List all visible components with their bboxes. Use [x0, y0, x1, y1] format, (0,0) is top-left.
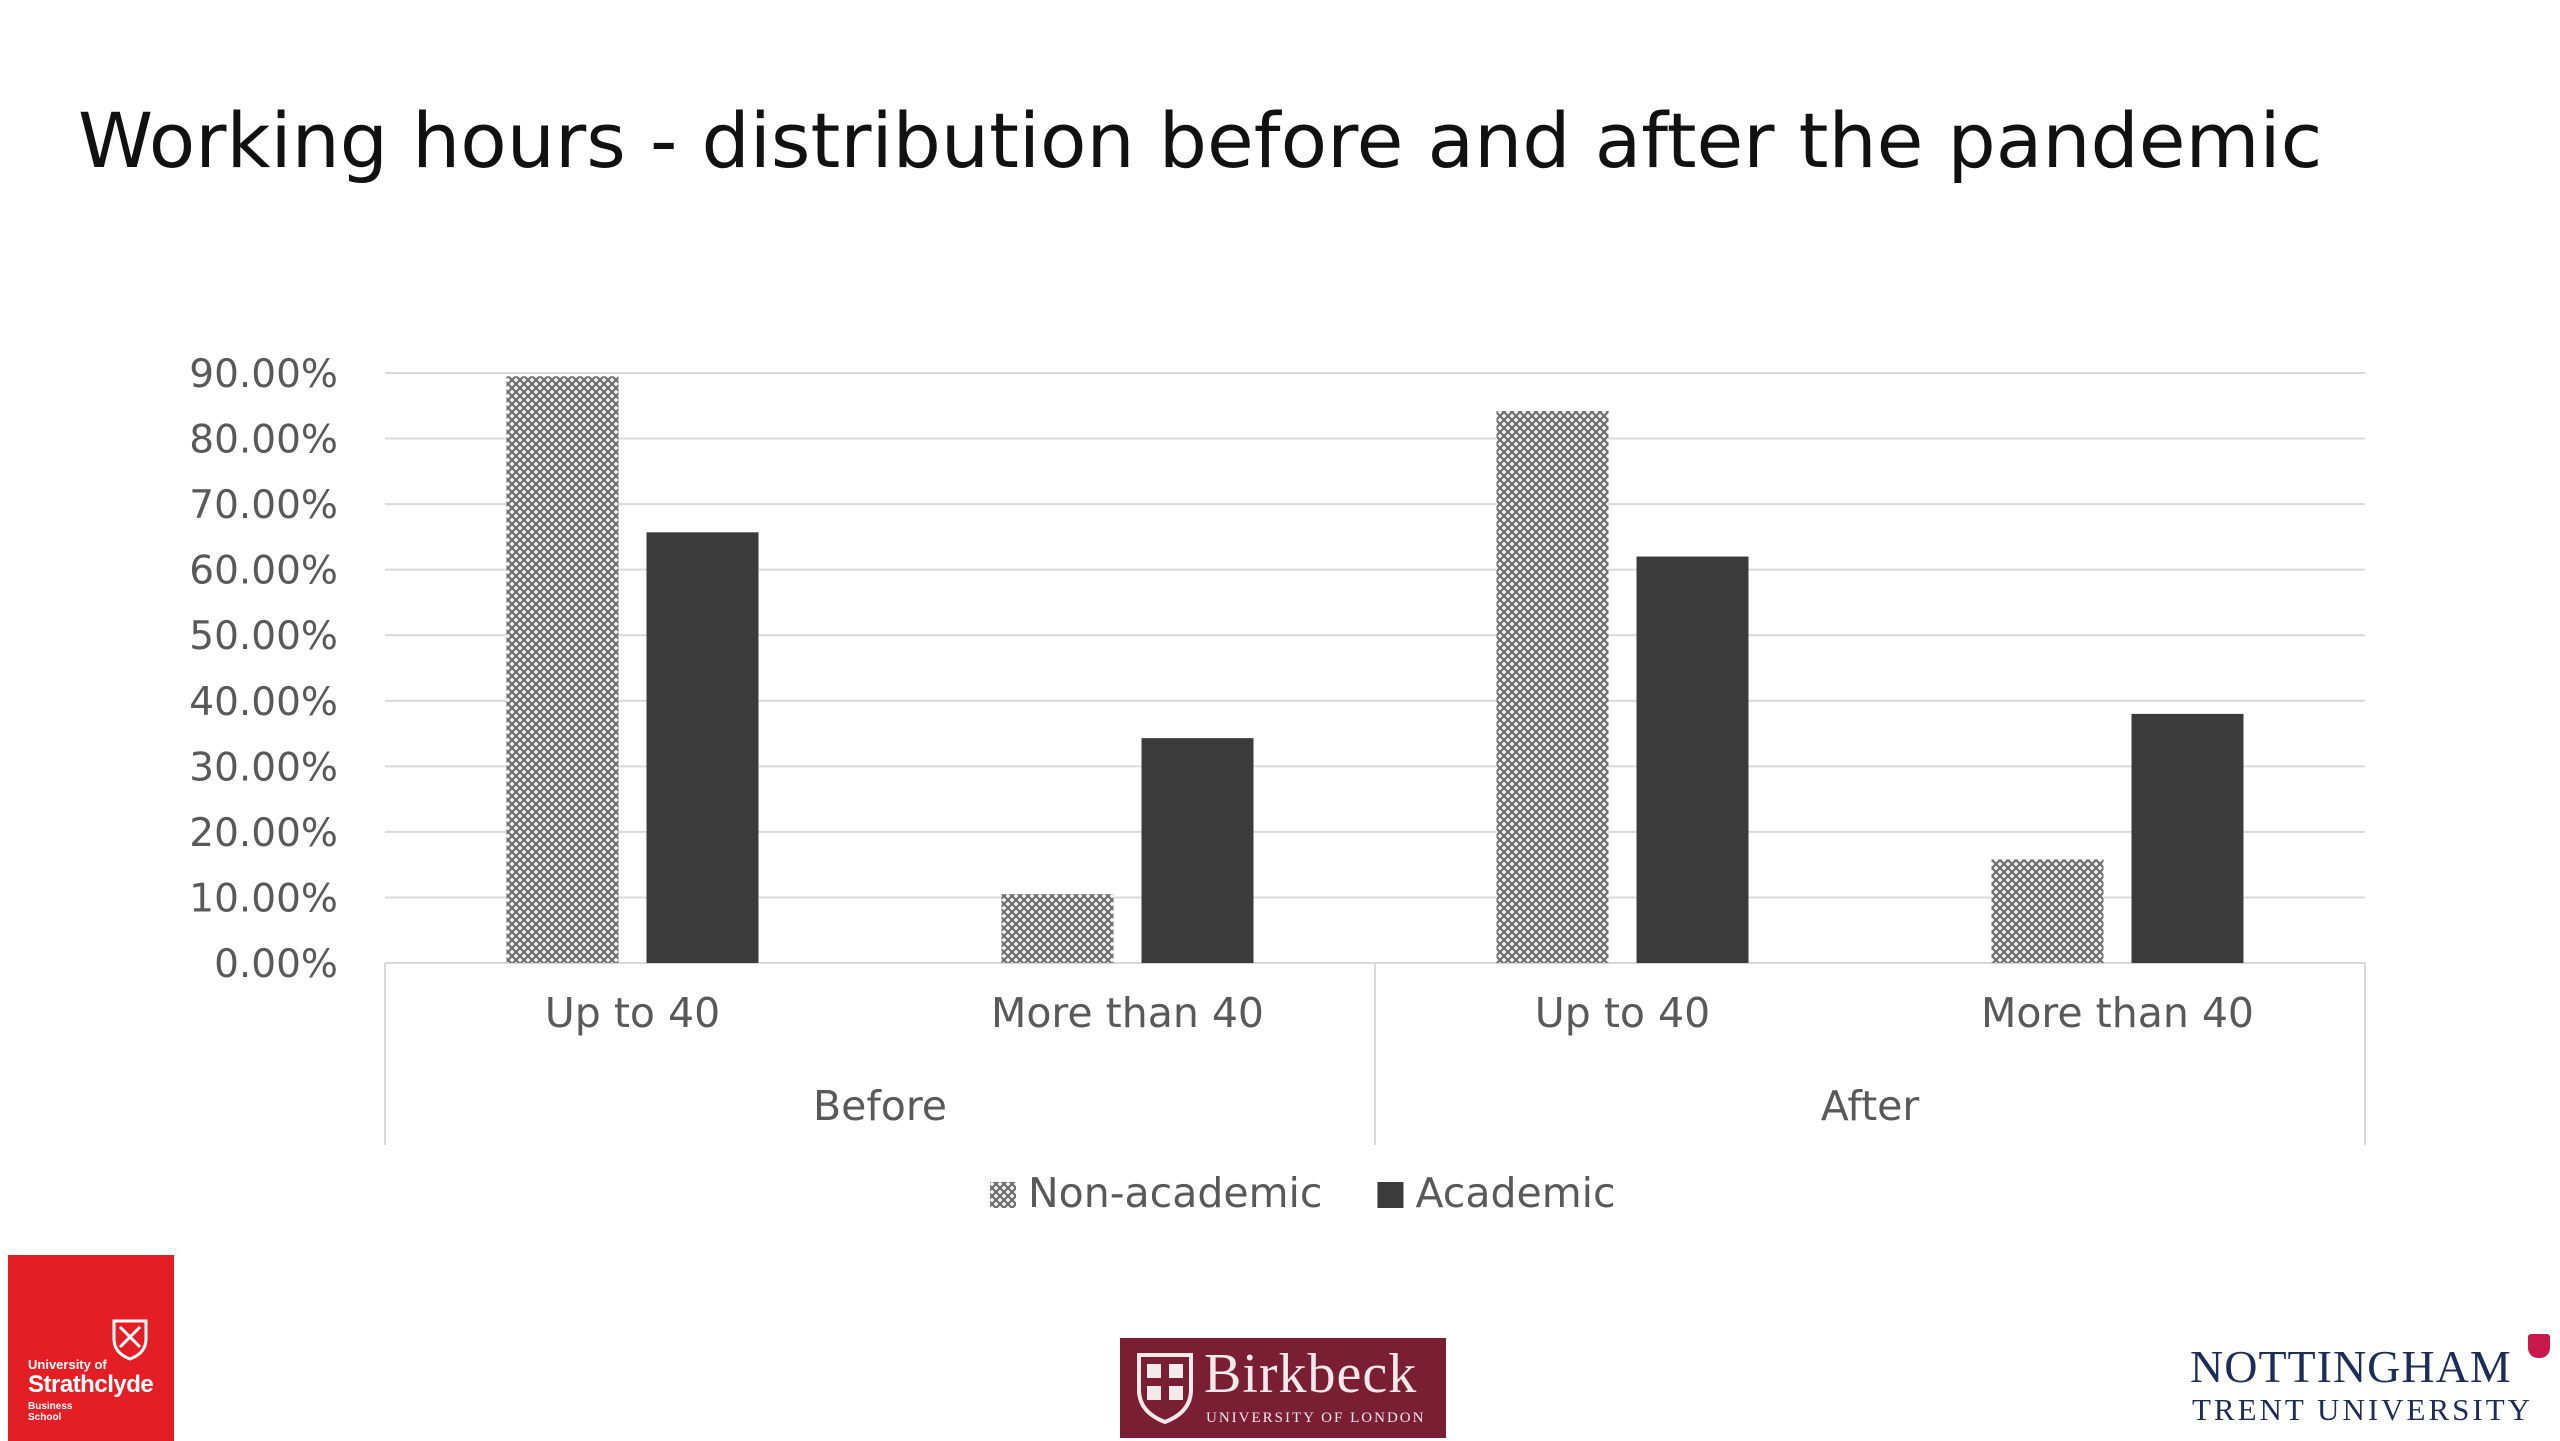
x-category-label: Up to 40 — [545, 989, 720, 1037]
strathclyde-crest-icon — [112, 1319, 148, 1361]
y-tick-label: 30.00% — [189, 745, 338, 790]
y-tick-label: 70.00% — [189, 483, 338, 528]
strathclyde-line2: Strathclyde — [28, 1371, 154, 1398]
birkbeck-name: Birkbeck — [1204, 1343, 1418, 1405]
y-tick-label: 10.00% — [189, 876, 338, 921]
ntu-crest-icon — [2528, 1334, 2550, 1358]
bar-academic-3 — [1636, 556, 1749, 963]
y-tick-label: 90.00% — [189, 352, 338, 397]
legend-swatch — [990, 1182, 1016, 1208]
x-category-label: Up to 40 — [1535, 989, 1710, 1037]
bar-chart: 0.00% 10.00% 20.00% 30.00% 40.00% 50.00% 60.00… — [189, 352, 2366, 1217]
y-tick-label: 40.00% — [189, 680, 338, 725]
ntu-line2: TRENT UNIVERSITY — [2192, 1392, 2534, 1427]
ntu-logo: NOTTINGHAM TRENT UNIVERSITY — [2190, 1334, 2550, 1440]
bar-non-academic-2 — [1001, 894, 1114, 963]
x-axis: Up to 40 More than 40 Up to 40 More than 40… — [384, 963, 2366, 1145]
legend-label: Academic — [1415, 1169, 1615, 1217]
slide-title: Working hours - distribution before and … — [78, 96, 2323, 185]
y-tick-label: 20.00% — [189, 811, 338, 856]
legend: Non-academic Academic — [990, 1169, 1616, 1217]
y-tick-label: 80.00% — [189, 418, 338, 463]
strathclyde-line1: University of — [28, 1357, 107, 1372]
bar-non-academic-1 — [506, 376, 619, 963]
ntu-line1: NOTTINGHAM — [2190, 1341, 2512, 1392]
bars — [506, 376, 2244, 963]
x-group-label: After — [1821, 1082, 1920, 1130]
bar-non-academic-3 — [1496, 411, 1609, 963]
strathclyde-line3: Business School — [28, 1401, 73, 1423]
x-category-label: More than 40 — [1981, 989, 2254, 1037]
birkbeck-logo: Birkbeck UNIVERSITY OF LONDON — [1120, 1338, 1446, 1438]
birkbeck-sub: UNIVERSITY OF LONDON — [1206, 1410, 1426, 1426]
y-tick-label: 50.00% — [189, 614, 338, 659]
legend-swatch — [1377, 1182, 1404, 1208]
bar-academic-2 — [1141, 738, 1254, 963]
strathclyde-logo: University of Strathclyde Business Schoo… — [8, 1255, 174, 1441]
bar-non-academic-4 — [1991, 859, 2104, 963]
bar-academic-1 — [646, 532, 759, 963]
x-group-label: Before — [813, 1082, 947, 1130]
y-tick-label: 60.00% — [189, 549, 338, 594]
bar-academic-4 — [2131, 713, 2244, 963]
x-category-label: More than 40 — [991, 989, 1264, 1037]
y-tick-label: 0.00% — [214, 942, 338, 987]
legend-label: Non-academic — [1028, 1169, 1322, 1217]
birkbeck-shield-icon — [1137, 1353, 1193, 1424]
y-axis-ticks: 0.00% 10.00% 20.00% 30.00% 40.00% 50.00% 60.00… — [189, 352, 338, 987]
